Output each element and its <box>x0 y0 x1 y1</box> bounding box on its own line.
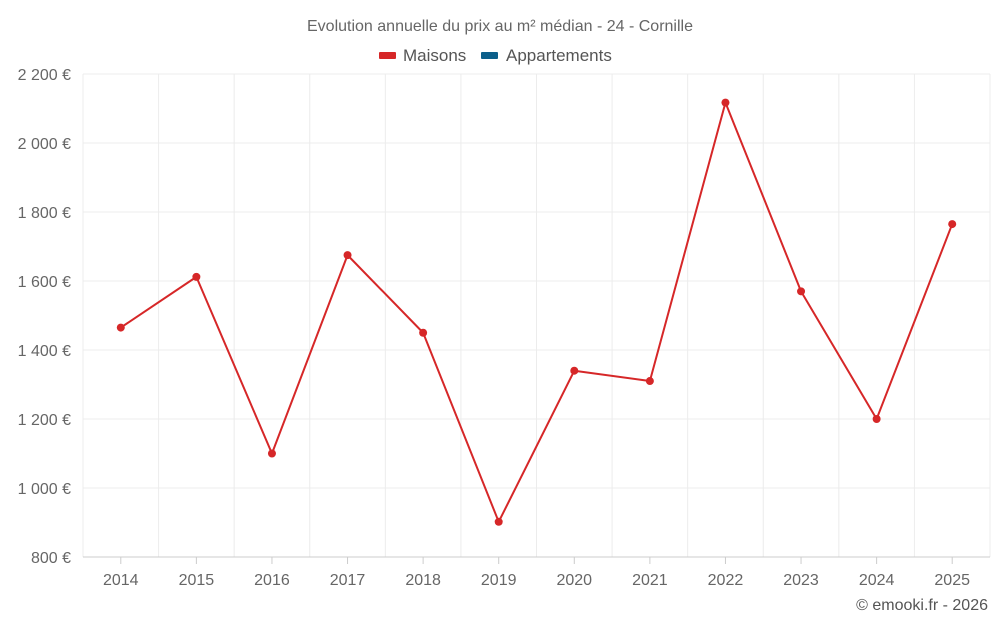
data-point[interactable] <box>343 251 352 260</box>
x-tick-label: 2022 <box>708 572 744 589</box>
y-tick-label: 1 800 € <box>18 205 71 222</box>
x-tick-label: 2020 <box>556 572 592 589</box>
x-tick-label: 2023 <box>783 572 819 589</box>
legend-swatch-appartements <box>481 52 498 59</box>
y-tick-label: 800 € <box>31 550 71 567</box>
data-point[interactable] <box>721 98 730 107</box>
x-tick-label: 2018 <box>405 572 441 589</box>
x-tick-label: 2017 <box>330 572 366 589</box>
y-tick-label: 1 000 € <box>18 481 71 498</box>
y-tick-label: 1 200 € <box>18 412 71 429</box>
x-tick-label: 2024 <box>859 572 895 589</box>
data-point[interactable] <box>948 220 957 229</box>
chart-title: Evolution annuelle du prix au m² médian … <box>307 18 693 35</box>
y-tick-label: 2 200 € <box>18 67 71 84</box>
grid <box>82 73 991 557</box>
legend-swatch-maisons <box>379 52 396 59</box>
data-point[interactable] <box>494 517 503 526</box>
data-point[interactable] <box>645 377 654 386</box>
legend-item-appartements[interactable]: Appartements <box>481 46 612 65</box>
legend-item-maisons[interactable]: Maisons <box>379 46 466 65</box>
series-line-maisons <box>120 101 954 523</box>
legend-label-maisons: Maisons <box>403 46 466 65</box>
y-tick-label: 1 600 € <box>18 274 71 291</box>
legend: Maisons Appartements <box>379 46 612 65</box>
data-point[interactable] <box>570 366 579 375</box>
x-tick-label: 2015 <box>179 572 215 589</box>
data-point[interactable] <box>267 449 276 458</box>
data-point[interactable] <box>872 415 881 423</box>
credit-text: © emooki.fr - 2026 <box>856 597 988 614</box>
x-tick-label: 2019 <box>481 572 517 589</box>
legend-label-appartements: Appartements <box>506 46 612 65</box>
y-axis: 800 € 1 000 € 1 200 € 1 400 € 1 600 € 1 800 €… <box>18 67 71 567</box>
x-axis: 2014 2015 2016 2017 2018 2019 2020 2021 2022 2023… <box>83 556 990 589</box>
y-tick-label: 2 000 € <box>18 136 71 153</box>
data-point[interactable] <box>192 272 201 281</box>
x-tick-label: 2016 <box>254 572 290 589</box>
x-tick-label: 2021 <box>632 572 668 589</box>
data-point[interactable] <box>797 287 806 296</box>
x-tick-label: 2025 <box>934 572 970 589</box>
series-layer <box>116 98 957 526</box>
x-tick-label: 2014 <box>103 572 139 589</box>
data-point[interactable] <box>116 323 125 332</box>
data-point[interactable] <box>419 328 428 337</box>
y-tick-label: 1 400 € <box>18 343 71 360</box>
